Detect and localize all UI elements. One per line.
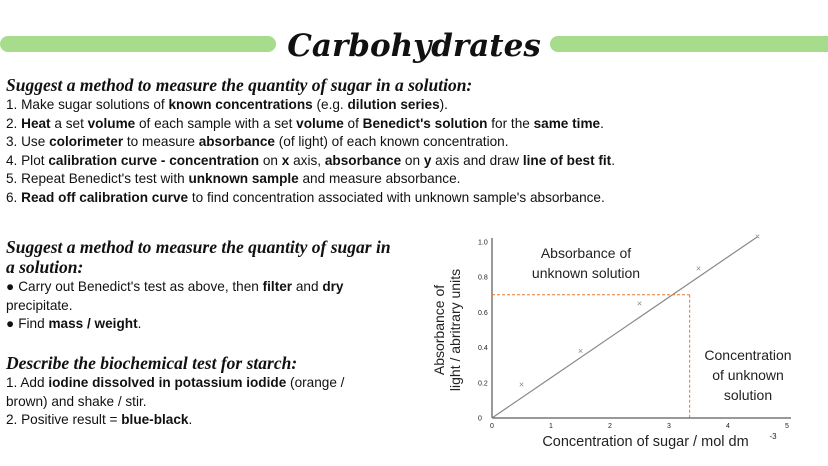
list-item: Carry out Benedict's test as above, then… xyxy=(6,278,343,297)
x-tick-label: 5 xyxy=(785,423,789,430)
x-tick-label: 4 xyxy=(726,423,730,430)
chart-labels: Absorbance of light / abritrary unitsConc… xyxy=(431,245,792,450)
method-step: 2. Heat a set volume of each sample with… xyxy=(6,115,604,131)
chart-series: × × × × × xyxy=(491,232,760,419)
calibration-curve-chart: 0 1 2 3 4 5 0 0.2 0.4 0.6 0.8 1.0 × × × × × Absorbance … xyxy=(431,232,792,450)
method-step: 3. Use colorimeter to measure absorbance… xyxy=(6,134,509,150)
x-tick-label: 1 xyxy=(549,423,553,430)
annotation-absorbance-text: unknown solution xyxy=(532,265,640,281)
y-tick-label: 0.2 xyxy=(478,380,488,387)
question-starch-test: Describe the biochemical test for starch… xyxy=(6,353,298,373)
list-item: 2. Positive result = blue-black. xyxy=(6,412,193,428)
question-sugar-quantity-line2: a solution: xyxy=(6,257,84,277)
title-bar-left xyxy=(0,36,276,52)
y-axis-label: light / abritrary units xyxy=(447,269,463,391)
list-item: 1. Add iodine dissolved in potassium iod… xyxy=(6,375,345,390)
y-tick-label: 0.8 xyxy=(478,275,488,282)
data-point-marker: × xyxy=(519,380,524,390)
data-point-marker: × xyxy=(755,232,760,242)
y-tick-label: 0.4 xyxy=(478,345,488,352)
title-bar-right xyxy=(550,36,828,52)
data-point-marker: × xyxy=(696,263,701,273)
list-item: Find mass / weight. xyxy=(6,315,343,334)
method-step: 5. Repeat Benedict's test with unknown s… xyxy=(6,171,461,187)
annotation-concentration-text: of unknown xyxy=(712,367,784,383)
y-tick-label: 0 xyxy=(478,416,482,423)
starch-test-steps: 1. Add iodine dissolved in potassium iod… xyxy=(6,374,344,430)
x-tick-label: 0 xyxy=(490,423,494,430)
x-axis-label: Concentration of sugar / mol dm xyxy=(542,434,748,450)
page-title: Carbohydrates xyxy=(287,28,541,64)
list-item: brown) and shake / stir. xyxy=(6,393,147,409)
chart-axes xyxy=(491,238,791,419)
data-point-marker: × xyxy=(578,346,583,356)
x-axis-label-superscript: -3 xyxy=(770,432,778,441)
method-step: 4. Plot calibration curve - concentratio… xyxy=(6,152,615,168)
x-tick-label: 2 xyxy=(608,423,612,430)
y-axis-label: Absorbance of xyxy=(431,285,447,375)
chart-ticks: 0 1 2 3 4 5 0 0.2 0.4 0.6 0.8 1.0 xyxy=(478,240,789,431)
annotation-absorbance-text: Absorbance of xyxy=(541,245,631,261)
best-fit-line xyxy=(491,236,758,419)
method-steps: 1. Make sugar solutions of known concent… xyxy=(6,96,615,208)
y-tick-label: 1.0 xyxy=(478,240,488,247)
list-item: precipitate. xyxy=(6,297,73,313)
precipitate-method: Carry out Benedict's test as above, then… xyxy=(6,278,343,334)
question-sugar-quantity-line1: Suggest a method to measure the quantity… xyxy=(6,237,391,257)
annotation-concentration-text: solution xyxy=(724,387,772,403)
method-step: 1. Make sugar solutions of known concent… xyxy=(6,97,448,112)
method-step: 6. Read off calibration curve to find co… xyxy=(6,189,605,205)
x-tick-label: 3 xyxy=(667,423,671,430)
annotation-concentration-text: Concentration xyxy=(704,347,791,363)
data-point-marker: × xyxy=(637,299,642,309)
question-sugar-method: Suggest a method to measure the quantity… xyxy=(6,75,473,95)
y-tick-label: 0.6 xyxy=(478,310,488,317)
